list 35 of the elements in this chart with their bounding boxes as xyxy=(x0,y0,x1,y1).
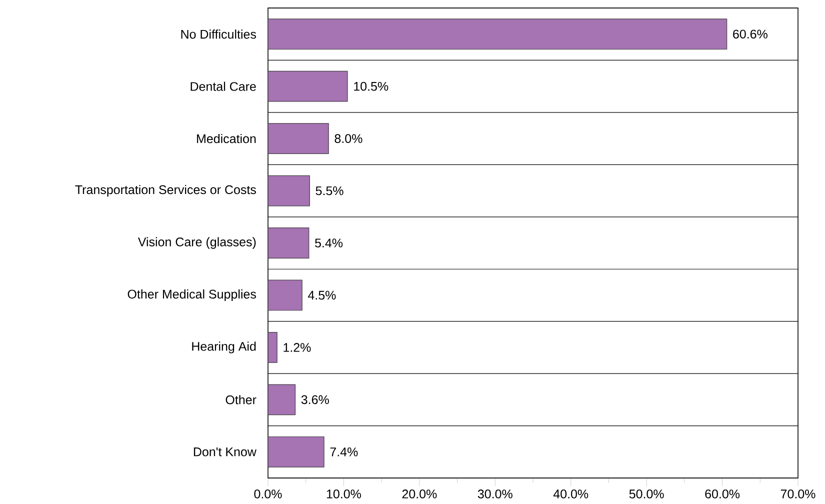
data-label: 5.4% xyxy=(315,238,343,248)
data-label: 8.0% xyxy=(334,134,362,143)
y-tick-label: Dental Care xyxy=(190,82,256,91)
data-label: 5.5% xyxy=(316,186,344,196)
x-tick-label: 10.0% xyxy=(326,490,361,498)
bar xyxy=(268,280,302,311)
bar xyxy=(268,123,329,154)
x-tick-label: 40.0% xyxy=(553,490,588,498)
bar xyxy=(268,332,278,363)
y-tick-label: No Difficulties xyxy=(181,30,256,39)
data-label: 4.5% xyxy=(308,290,336,300)
data-label: 60.6% xyxy=(733,30,768,39)
y-tick-label: Other xyxy=(226,395,256,404)
y-tick-label: Transportation Services or Costs xyxy=(75,184,256,197)
bar xyxy=(268,228,310,258)
data-label: 10.5% xyxy=(354,82,388,91)
y-tick-label: Hearing Aid xyxy=(192,342,256,354)
x-tick-label: 70.0% xyxy=(780,490,816,498)
x-tick-label: 20.0% xyxy=(402,490,437,498)
y-tick-label: Medication xyxy=(197,134,256,144)
y-tick-label: Don't Know xyxy=(194,448,256,456)
bar xyxy=(268,436,324,468)
bar xyxy=(268,175,310,206)
bar xyxy=(268,18,728,50)
bar xyxy=(268,384,296,416)
data-label: 7.4% xyxy=(330,448,358,456)
data-label: 3.6% xyxy=(301,395,329,404)
bar xyxy=(268,70,348,102)
y-tick-label: Other Medical Supplies xyxy=(128,289,256,302)
x-tick-label: 30.0% xyxy=(478,490,512,498)
y-tick-label: Vision Care (glasses) xyxy=(138,237,256,249)
x-tick-label: 60.0% xyxy=(705,490,740,498)
data-label: 1.2% xyxy=(284,343,311,352)
x-tick-label: 0.0% xyxy=(254,490,282,498)
x-tick-label: 50.0% xyxy=(629,490,664,498)
